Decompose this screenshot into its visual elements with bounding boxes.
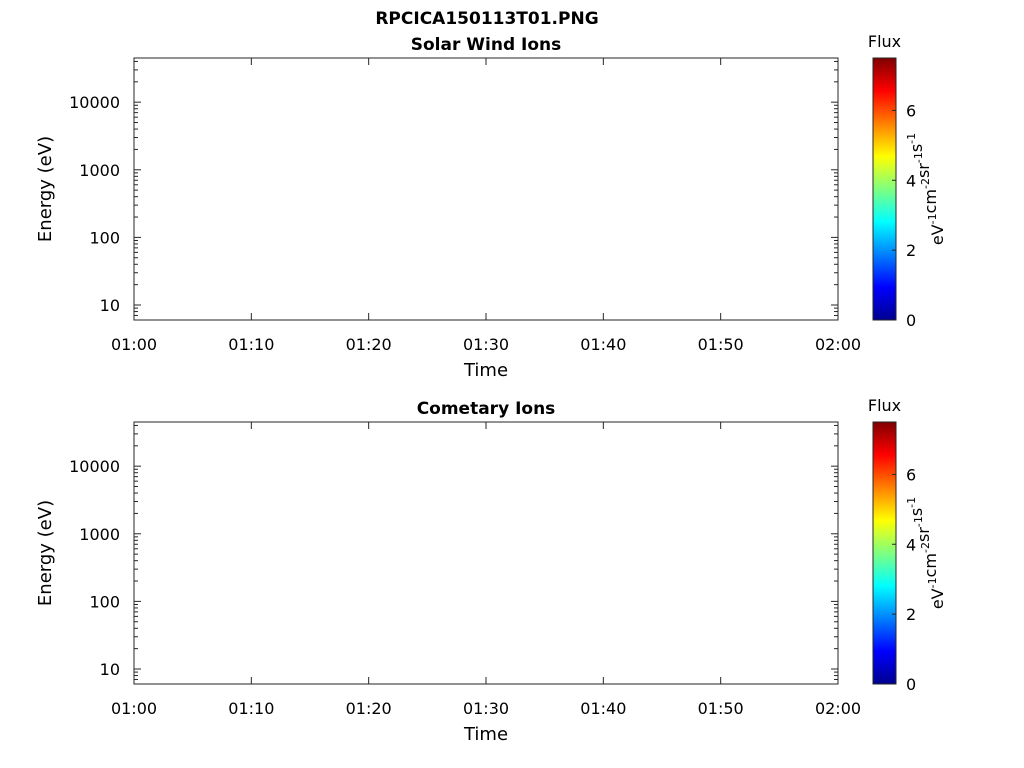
spectrogram-panel: Cometary Ions 10 100 1000 10000 01:00 01:10 01:… [35, 396, 947, 745]
colorbar-tick-label: 2 [906, 605, 916, 624]
colorbar-title: Flux [868, 32, 901, 51]
y-tick-label: 100 [89, 592, 120, 611]
colorbar-tick-label: 6 [906, 101, 916, 120]
colorbar [872, 57, 897, 321]
x-tick-label: 01:10 [228, 335, 274, 354]
y-tick-label: 1000 [79, 525, 120, 544]
x-tick-label: 01:20 [346, 335, 392, 354]
colorbar [872, 421, 897, 685]
figure-title: RPCICA150113T01.PNG [375, 9, 598, 29]
colorbar-tick-label: 4 [906, 171, 916, 190]
x-axis-label: Time [463, 724, 508, 745]
y-tick-label: 10000 [69, 93, 120, 112]
x-tick-label: 01:10 [228, 699, 274, 718]
x-tick-label: 01:00 [111, 699, 157, 718]
plot-frame [133, 57, 839, 321]
x-tick-label: 01:30 [463, 699, 509, 718]
panel-title: Cometary Ions [417, 399, 556, 419]
x-axis-label: Time [463, 360, 508, 381]
y-tick-label: 10 [100, 660, 120, 679]
x-tick-label: 01:50 [698, 335, 744, 354]
spectrogram-panel: Solar Wind Ions 10 100 1000 10000 01:00 01:10 0… [35, 32, 947, 381]
y-tick-label: 10000 [69, 457, 120, 476]
x-tick-label: 02:00 [815, 699, 861, 718]
colorbar-tick-label: 4 [906, 535, 916, 554]
panel-title: Solar Wind Ions [411, 35, 562, 55]
colorbar-tick-label: 0 [906, 675, 916, 694]
x-tick-label: 01:30 [463, 335, 509, 354]
colorbar-tick-label: 6 [906, 465, 916, 484]
colorbar-title: Flux [868, 396, 901, 415]
y-axis-label: Energy (eV) [35, 500, 56, 606]
colorbar-tick-label: 0 [906, 311, 916, 330]
x-tick-label: 02:00 [815, 335, 861, 354]
y-axis-label: Energy (eV) [35, 136, 56, 242]
y-tick-label: 10 [100, 296, 120, 315]
x-tick-label: 01:40 [580, 335, 626, 354]
x-tick-label: 01:50 [698, 699, 744, 718]
y-tick-label: 1000 [79, 161, 120, 180]
colorbar-unit-label: eV-1cm-2sr-1s-1 [905, 497, 947, 609]
x-tick-label: 01:00 [111, 335, 157, 354]
colorbar-unit-label: eV-1cm-2sr-1s-1 [905, 133, 947, 245]
y-tick-label: 100 [89, 228, 120, 247]
colorbar-tick-label: 2 [906, 241, 916, 260]
plot-frame [133, 421, 839, 685]
x-tick-label: 01:40 [580, 699, 626, 718]
x-tick-label: 01:20 [346, 699, 392, 718]
